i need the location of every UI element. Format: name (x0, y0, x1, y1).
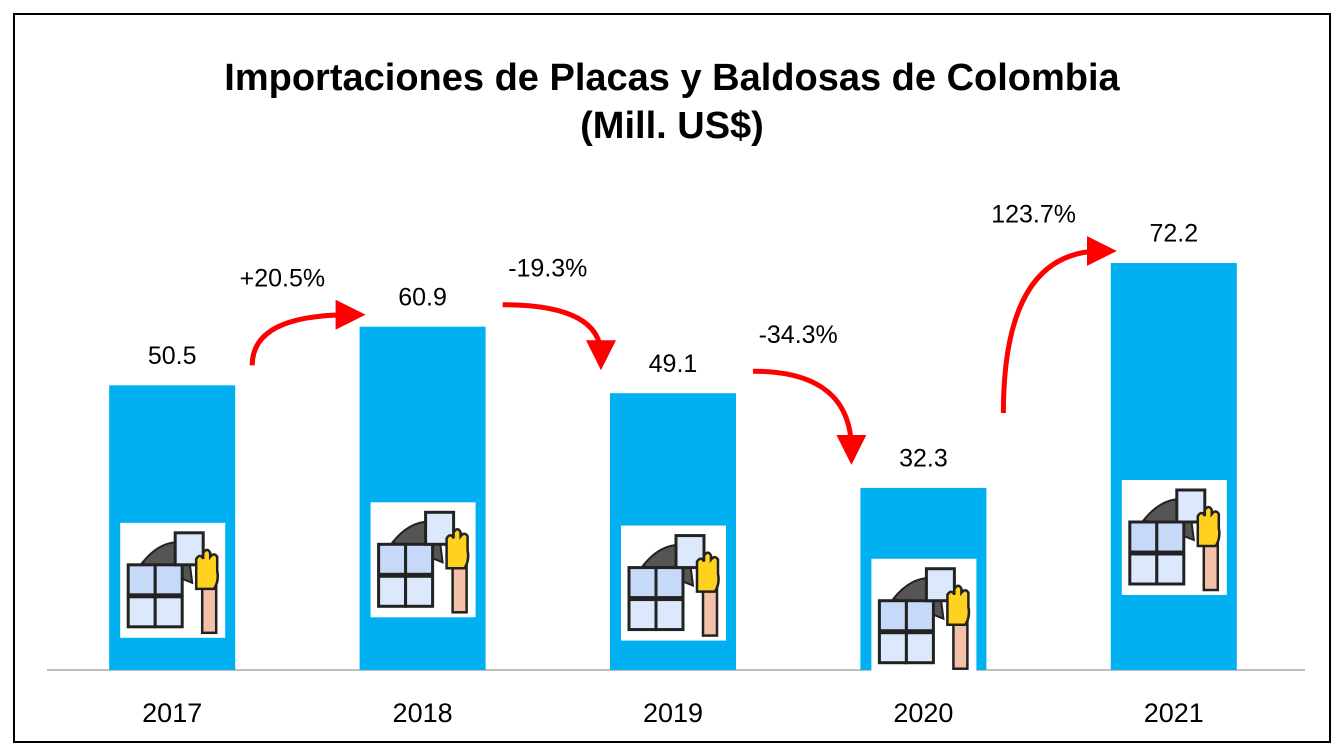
bar-icon (621, 525, 726, 641)
change-arrow (249, 299, 366, 366)
data-label: 50.5 (148, 342, 197, 370)
change-arrow (1000, 236, 1117, 414)
icon-tile (654, 598, 685, 632)
icon-tile (1128, 520, 1159, 554)
x-tick-label: 2020 (893, 698, 953, 728)
icon-tile (1155, 552, 1186, 586)
icon-tile (904, 631, 935, 665)
x-tick-label: 2019 (643, 698, 703, 728)
chart-title: Importaciones de Placas y Baldosas de Co… (224, 57, 1120, 99)
icon-tile (1128, 552, 1159, 586)
change-label: 123.7% (991, 201, 1076, 229)
icon-tile (654, 566, 685, 600)
icon-arm (451, 563, 468, 614)
icon-tile (627, 566, 658, 600)
icon-tile (627, 598, 658, 632)
change-label: +20.5% (240, 264, 326, 292)
icon-tile (126, 595, 157, 629)
icon-tile (404, 542, 435, 576)
icon-glove (194, 548, 220, 591)
icon-arm (1202, 540, 1220, 592)
x-tick-label: 2018 (393, 698, 453, 728)
change-label: -19.3% (508, 254, 587, 282)
bar (359, 326, 486, 670)
data-label: 32.3 (899, 445, 948, 473)
bar-icon (120, 522, 226, 638)
data-label: 60.9 (398, 283, 447, 311)
icon-glove (946, 584, 971, 626)
x-tick-label: 2017 (142, 698, 202, 728)
icon-tile (377, 542, 408, 576)
icon-tile (153, 563, 184, 597)
icon-arm (701, 586, 719, 637)
bar-icon (370, 502, 476, 618)
icon-glove (1196, 505, 1221, 548)
icon-tile (404, 574, 435, 608)
bar (1110, 263, 1237, 670)
change-arrow (752, 368, 867, 465)
icon-tile (377, 574, 408, 608)
icon-tile (153, 595, 184, 629)
icon-tile (126, 563, 157, 597)
icon-tile (1155, 520, 1186, 554)
data-label: 72.2 (1149, 220, 1198, 248)
icon-tile (904, 599, 935, 633)
icon-glove (695, 551, 720, 593)
icon-glove (445, 528, 470, 570)
icon-arm (952, 619, 969, 670)
icon-tile (877, 599, 908, 633)
change-arrow (502, 302, 616, 371)
chart-subtitle: (Mill. US$) (580, 105, 764, 147)
bar-icon (871, 558, 977, 674)
change-label: -34.3% (759, 321, 838, 349)
x-tick-label: 2021 (1144, 698, 1204, 728)
bar-icon (1121, 480, 1227, 595)
data-label: 49.1 (649, 350, 698, 378)
icon-arm (200, 583, 218, 635)
icon-tile (877, 631, 908, 665)
